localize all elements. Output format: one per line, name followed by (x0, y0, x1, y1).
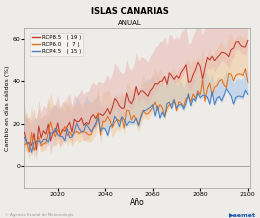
Text: ANUAL: ANUAL (118, 20, 142, 26)
Text: © Agencia Estatal de Meteorología: © Agencia Estatal de Meteorología (5, 213, 74, 217)
X-axis label: Año: Año (130, 198, 145, 207)
Text: ISLAS CANARIAS: ISLAS CANARIAS (91, 7, 169, 15)
Legend: RCP8.5   ( 19 ), RCP6.0   (  7 ), RCP4.5   ( 15 ): RCP8.5 ( 19 ), RCP6.0 ( 7 ), RCP4.5 ( 15… (30, 32, 83, 56)
Text: ▶aemet: ▶aemet (229, 212, 256, 217)
Y-axis label: Cambio en días cálidos (%): Cambio en días cálidos (%) (4, 65, 10, 151)
